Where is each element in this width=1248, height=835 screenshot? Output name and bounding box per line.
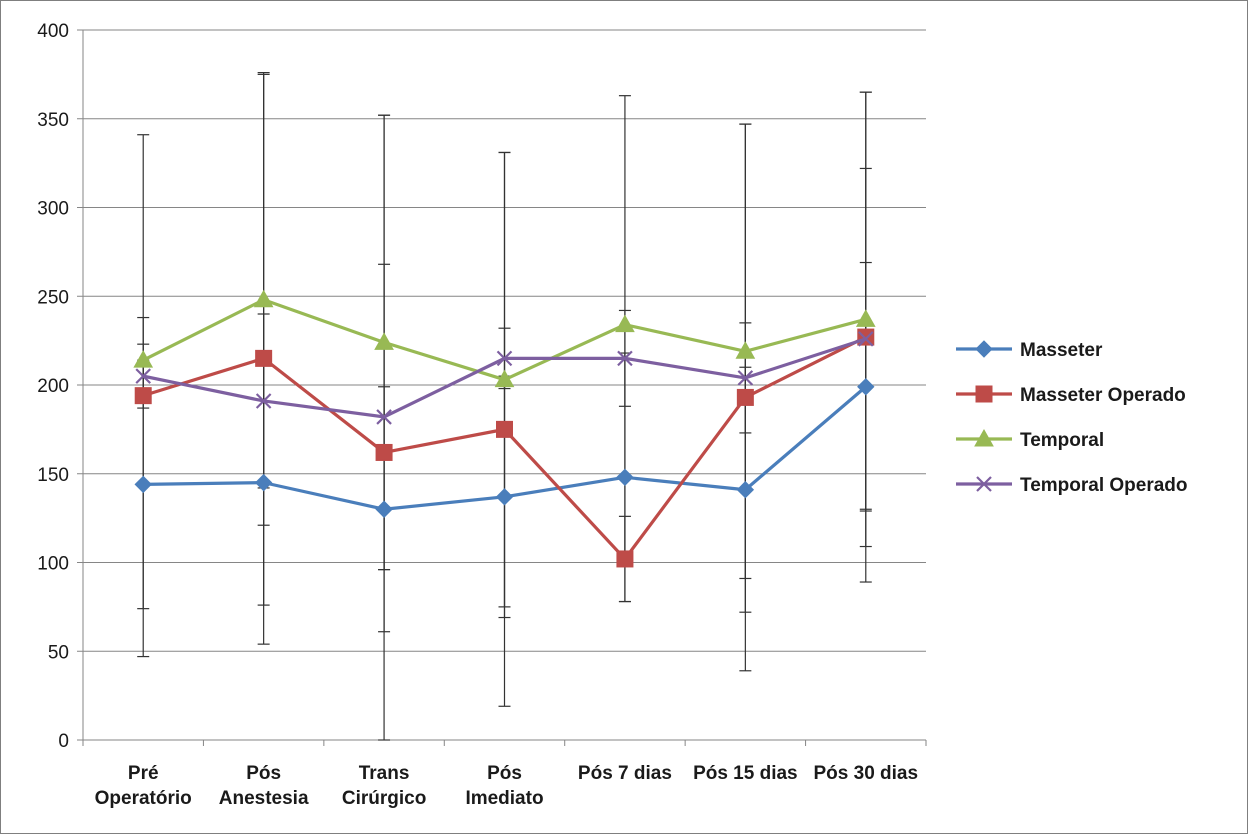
data-point [255,349,273,367]
data-point [735,341,756,359]
x-category-label: Pós 15 dias [693,763,798,784]
legend-label: Temporal [1020,430,1104,451]
data-point [254,473,273,492]
x-category-label: Pós 7 dias [578,763,672,784]
y-tick-label: 350 [37,110,69,131]
y-tick-label: 0 [58,731,69,752]
legend-label: Temporal Operado [1020,475,1188,496]
y-tick-label: 200 [37,376,69,397]
legend-marker [976,476,992,492]
data-point [495,488,514,506]
data-point [616,468,634,487]
y-tick-label: 150 [37,465,69,486]
x-category-label: Anestesia [219,788,309,809]
data-point [858,331,874,347]
data-point [616,550,634,568]
data-point [617,350,633,367]
data-point [615,314,635,333]
y-tick-label: 50 [48,642,69,663]
data-point [135,368,151,384]
data-point [134,475,152,494]
legend-marker [975,340,993,358]
y-tick-label: 250 [37,287,69,308]
x-category-label: Pós [246,763,281,784]
x-category-label: Operatório [95,788,192,809]
data-point [496,350,513,367]
data-point [494,369,515,388]
x-category-label: Pós 30 dias [814,763,919,784]
data-point [736,481,755,499]
legend-marker [975,385,993,403]
data-point [375,500,393,518]
data-point [374,332,394,350]
y-tick-label: 300 [37,199,69,220]
data-point [253,289,274,308]
x-category-label: Cirúrgico [342,788,426,809]
x-category-label: Imediato [465,788,543,809]
legend-label: Masseter [1020,340,1103,361]
legend-marker [974,428,994,447]
data-point [376,409,392,425]
data-point [736,388,754,406]
data-point [134,387,152,405]
data-point [255,393,272,409]
data-point [857,378,875,396]
y-tick-label: 400 [37,21,69,42]
y-tick-label: 100 [37,554,69,575]
data-point [375,443,393,461]
legend-label: Masseter Operado [1020,385,1186,406]
x-category-label: Pré [128,763,159,784]
x-category-label: Trans [359,763,410,784]
data-point [496,420,513,438]
data-point [855,309,876,327]
data-point [133,350,154,368]
data-point [857,328,875,346]
data-point [737,370,754,386]
x-category-label: Pós [487,763,522,784]
